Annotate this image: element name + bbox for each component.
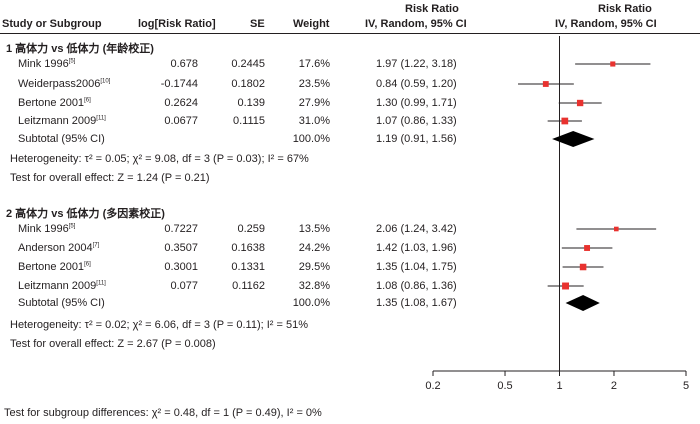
- study-marker: [562, 282, 570, 290]
- x-tick-label: 2: [611, 380, 617, 392]
- study-name: Mink 1996[5]: [18, 58, 76, 70]
- weight-value: 32.8%: [298, 280, 330, 292]
- se-value: 0.259: [237, 223, 265, 235]
- weight-value: 24.2%: [298, 242, 330, 254]
- x-tick-label: 1: [556, 380, 562, 392]
- log-rr-value: 0.0677: [164, 115, 198, 127]
- header-ci-sub: IV, Random, 95% CI: [365, 18, 467, 30]
- heterogeneity-text: Heterogeneity: τ² = 0.05; χ² = 9.08, df …: [10, 153, 309, 165]
- ci-value: 2.06 (1.24, 3.42): [376, 223, 457, 235]
- ci-value: 1.08 (0.86, 1.36): [376, 280, 457, 292]
- subtotal-weight: 100.0%: [292, 133, 330, 145]
- ci-value: 1.30 (0.99, 1.71): [376, 97, 457, 109]
- log-rr-value: 0.3001: [164, 261, 198, 273]
- header-log-rr: log[Risk Ratio]: [138, 18, 216, 30]
- subtotal-weight: 100.0%: [292, 297, 330, 309]
- pooled-diamond: [552, 131, 595, 147]
- study-name: Anderson 2004[7]: [18, 242, 100, 254]
- subtotal-ci: 1.35 (1.08, 1.67): [376, 297, 457, 309]
- x-tick-label: 5: [683, 380, 689, 392]
- weight-value: 27.9%: [298, 97, 330, 109]
- group-2-title: 2 高体力 vs 低体力 (多因素校正): [6, 208, 165, 220]
- log-rr-value: 0.7227: [164, 223, 198, 235]
- group-1-title: 1 高体力 vs 低体力 (年龄校正): [6, 43, 154, 55]
- se-value: 0.1115: [232, 115, 265, 127]
- header-ci-title: Risk Ratio: [405, 3, 459, 15]
- header-plot-title: Risk Ratio: [598, 3, 652, 15]
- log-rr-value: 0.678: [170, 58, 198, 70]
- subtotal-label: Subtotal (95% CI): [18, 297, 105, 309]
- study-name: Bertone 2001[6]: [18, 97, 91, 109]
- study-marker: [579, 263, 587, 271]
- subgroup-differences-text: Test for subgroup differences: χ² = 0.48…: [4, 407, 322, 419]
- se-value: 0.1802: [231, 78, 265, 90]
- se-value: 0.2445: [231, 58, 265, 70]
- log-rr-value: -0.1744: [160, 78, 198, 90]
- study-marker: [610, 61, 616, 67]
- log-rr-value: 0.2624: [164, 97, 198, 109]
- x-tick-label: 0.2: [425, 380, 440, 392]
- weight-value: 23.5%: [298, 78, 330, 90]
- se-value: 0.1331: [231, 261, 265, 273]
- study-marker: [542, 81, 549, 87]
- study-marker: [561, 117, 569, 125]
- log-rr-value: 0.3507: [164, 242, 198, 254]
- subtotal-label: Subtotal (95% CI): [18, 133, 105, 145]
- weight-value: 13.5%: [298, 223, 330, 235]
- study-name: Leitzmann 2009[11]: [18, 280, 106, 292]
- header-study: Study or Subgroup: [2, 18, 102, 30]
- overall-effect-text: Test for overall effect: Z = 2.67 (P = 0…: [10, 338, 216, 350]
- se-value: 0.1638: [231, 242, 265, 254]
- header-plot-sub: IV, Random, 95% CI: [555, 18, 657, 30]
- ci-value: 0.84 (0.59, 1.20): [376, 78, 457, 90]
- study-marker: [576, 99, 584, 107]
- weight-value: 29.5%: [298, 261, 330, 273]
- pooled-diamond: [565, 295, 600, 311]
- heterogeneity-text: Heterogeneity: τ² = 0.02; χ² = 6.06, df …: [10, 319, 309, 331]
- overall-effect-text: Test for overall effect: Z = 1.24 (P = 0…: [10, 172, 210, 184]
- ci-value: 1.97 (1.22, 3.18): [376, 58, 457, 70]
- study-name: Leitzmann 2009[11]: [18, 115, 106, 127]
- weight-value: 17.6%: [298, 58, 330, 70]
- header-rule: [0, 33, 700, 34]
- study-marker: [584, 245, 591, 251]
- x-tick-label: 0.5: [497, 380, 512, 392]
- subtotal-ci: 1.19 (0.91, 1.56): [376, 133, 457, 145]
- header-se: SE: [250, 18, 265, 30]
- se-value: 0.1162: [232, 280, 265, 292]
- ci-value: 1.42 (1.03, 1.96): [376, 242, 457, 254]
- header-weight: Weight: [293, 18, 330, 30]
- ci-value: 1.35 (1.04, 1.75): [376, 261, 457, 273]
- ci-value: 1.07 (0.86, 1.33): [376, 115, 457, 127]
- study-marker: [613, 226, 619, 232]
- study-name: Bertone 2001[6]: [18, 261, 91, 273]
- study-name: Mink 1996[5]: [18, 223, 76, 235]
- se-value: 0.139: [237, 97, 265, 109]
- log-rr-value: 0.077: [170, 280, 198, 292]
- weight-value: 31.0%: [298, 115, 330, 127]
- study-name: Weiderpass2006[10]: [18, 78, 111, 90]
